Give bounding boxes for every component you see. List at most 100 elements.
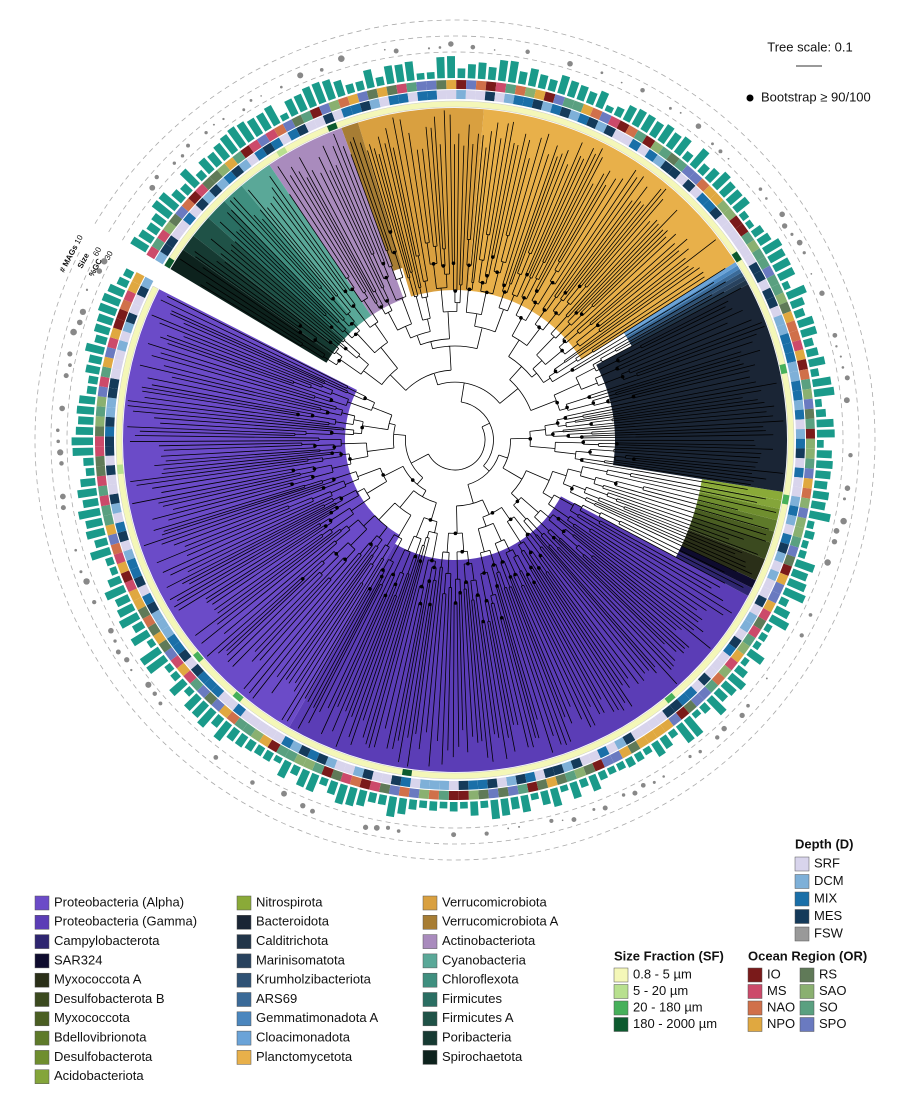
- region-segment: [96, 396, 107, 407]
- bootstrap-node: [441, 264, 446, 268]
- region-segment: [104, 346, 116, 359]
- clade-wedge: [678, 545, 756, 589]
- sf-segment: [232, 691, 244, 702]
- gc-bar: [763, 623, 773, 633]
- depth-segment: [652, 154, 666, 168]
- mag-dot: [145, 681, 152, 688]
- legend-swatch: [747, 1017, 763, 1032]
- depth-segment: [190, 663, 204, 677]
- depth-segment: [426, 90, 438, 101]
- gc-bar: [613, 106, 625, 119]
- legend-swatch: [799, 1000, 815, 1016]
- mag-dot: [844, 375, 850, 381]
- gc-bar: [803, 530, 815, 540]
- region-segment: [466, 80, 477, 90]
- clade-wedge: [628, 276, 746, 344]
- bootstrap-node: [430, 558, 434, 563]
- bootstrap-node: [351, 304, 356, 308]
- region-segment: [485, 81, 497, 92]
- gc-bar: [94, 334, 108, 346]
- gc-bar: [180, 183, 193, 196]
- gc-bar: [813, 480, 828, 490]
- region-segment: [650, 140, 664, 154]
- region-segment: [211, 698, 225, 712]
- bootstrap-node: [525, 532, 530, 537]
- depth-segment: [397, 93, 409, 104]
- depth-segment: [343, 763, 356, 775]
- region-segment: [716, 200, 730, 214]
- bootstrap-node: [499, 615, 504, 620]
- depth-segment: [782, 342, 794, 355]
- gc-bar: [814, 398, 823, 408]
- gc-bar: [815, 408, 827, 418]
- depth-segment: [721, 221, 735, 235]
- mag-dot: [204, 130, 208, 135]
- gc-bar: [697, 163, 710, 177]
- depth-segment: [322, 112, 336, 125]
- region-segment: [795, 516, 807, 529]
- sf-segment: [779, 363, 788, 375]
- bootstrap-node: [311, 475, 315, 479]
- gc-bar: [301, 86, 318, 109]
- gc-bar: [101, 292, 122, 307]
- region-segment: [131, 272, 145, 286]
- region-segment: [718, 664, 732, 679]
- gc-bar: [118, 612, 141, 629]
- gc-bar: [375, 76, 385, 87]
- bootstrap-node: [484, 290, 489, 295]
- mag-dot: [74, 548, 78, 552]
- depth-segment: [766, 296, 779, 309]
- legend-label: Cyanobacteria: [442, 952, 527, 967]
- mag-dot: [832, 332, 838, 338]
- legend-swatch: [236, 1030, 252, 1046]
- legend-swatch: [34, 934, 50, 949]
- mag-dot: [297, 72, 304, 79]
- legend-swatch: [236, 1050, 252, 1065]
- mag-dot: [212, 123, 215, 126]
- region-segment: [736, 641, 750, 655]
- sf-segment: [193, 651, 204, 663]
- gc-bar: [557, 74, 571, 95]
- legend-label: Marinisomatota: [256, 952, 346, 967]
- mag-dot: [438, 46, 442, 49]
- mag-dot: [68, 363, 72, 368]
- region-segment: [562, 97, 575, 109]
- depth-segment: [561, 760, 574, 773]
- bootstrap-node: [491, 563, 496, 567]
- mag-dot: [652, 780, 656, 784]
- mag-dot: [621, 793, 626, 797]
- depth-segment: [122, 321, 135, 334]
- region-segment: [99, 376, 110, 388]
- depth-segment: [140, 276, 154, 290]
- region-segment: [495, 82, 507, 93]
- legend-title: Depth (D): [795, 836, 854, 851]
- legend-label: Myxococcota: [54, 1010, 131, 1025]
- tree-scale: Tree scale: 0.1: [767, 39, 853, 54]
- bootstrap-node: [432, 565, 436, 570]
- region-segment: [456, 80, 467, 90]
- depth-segment: [126, 557, 139, 570]
- bootstrap-node: [565, 405, 569, 410]
- bootstrap-node: [353, 332, 358, 337]
- mag-dot: [727, 157, 730, 160]
- region-segment: [688, 171, 703, 185]
- bootstrap-node: [413, 554, 418, 559]
- bootstrap-node: [339, 452, 343, 457]
- bootstrap-node: [615, 442, 619, 446]
- region-segment: [226, 711, 240, 725]
- region-segment: [625, 125, 639, 138]
- region-segment: [690, 693, 705, 707]
- region-segment: [533, 89, 546, 101]
- mag-dot: [620, 81, 623, 84]
- mag-dot: [549, 818, 554, 823]
- bootstrap-dot: [746, 94, 754, 102]
- depth-segment: [272, 731, 286, 744]
- depth-segment: [381, 773, 393, 785]
- mag-dot: [711, 142, 714, 146]
- bootstrap-node: [419, 584, 424, 589]
- mag-dot: [746, 703, 750, 708]
- region-segment: [181, 198, 195, 212]
- region-segment: [218, 704, 233, 719]
- bootstrap-node: [563, 416, 568, 420]
- gc-bar: [604, 104, 615, 114]
